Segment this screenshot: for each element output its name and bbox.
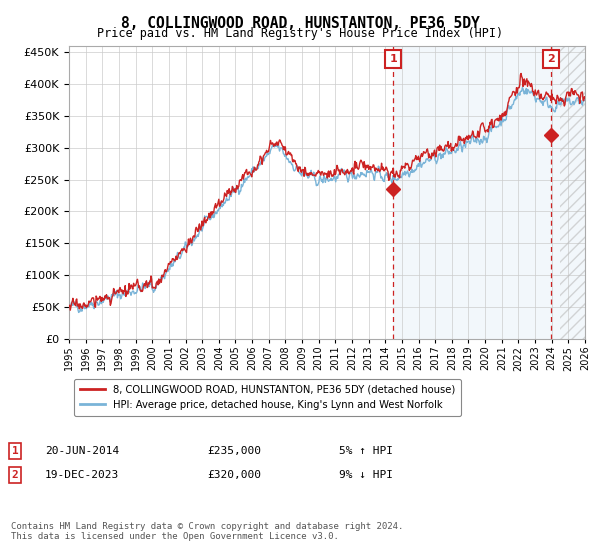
Text: 19-DEC-2023: 19-DEC-2023 <box>45 470 119 480</box>
Text: 1: 1 <box>11 446 19 456</box>
Text: £320,000: £320,000 <box>207 470 261 480</box>
Text: 9% ↓ HPI: 9% ↓ HPI <box>339 470 393 480</box>
Text: 2: 2 <box>547 54 555 64</box>
Text: Price paid vs. HM Land Registry's House Price Index (HPI): Price paid vs. HM Land Registry's House … <box>97 27 503 40</box>
Text: 1: 1 <box>389 54 397 64</box>
Text: 20-JUN-2014: 20-JUN-2014 <box>45 446 119 456</box>
Text: 2: 2 <box>11 470 19 480</box>
Text: Contains HM Land Registry data © Crown copyright and database right 2024.
This d: Contains HM Land Registry data © Crown c… <box>11 522 403 542</box>
Text: £235,000: £235,000 <box>207 446 261 456</box>
Legend: 8, COLLINGWOOD ROAD, HUNSTANTON, PE36 5DY (detached house), HPI: Average price, : 8, COLLINGWOOD ROAD, HUNSTANTON, PE36 5D… <box>74 379 461 416</box>
Bar <box>560 46 585 339</box>
Bar <box>393 46 585 339</box>
Text: 8, COLLINGWOOD ROAD, HUNSTANTON, PE36 5DY: 8, COLLINGWOOD ROAD, HUNSTANTON, PE36 5D… <box>121 16 479 31</box>
Text: 5% ↑ HPI: 5% ↑ HPI <box>339 446 393 456</box>
